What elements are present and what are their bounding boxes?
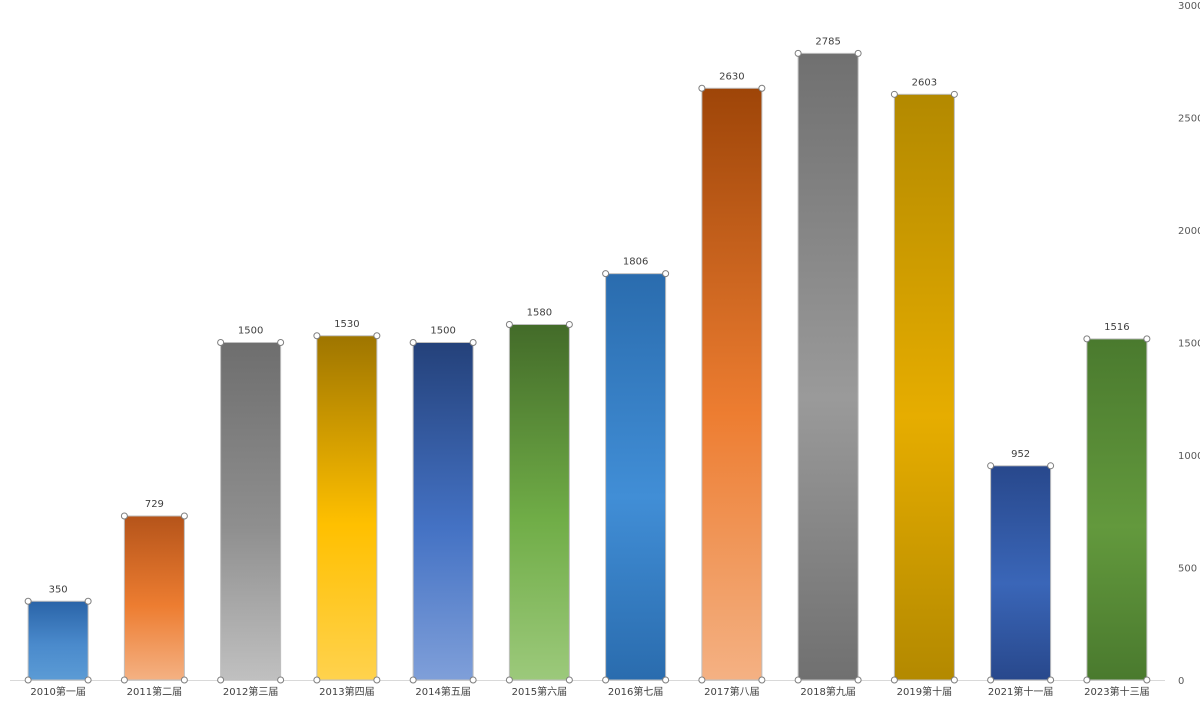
bar-0[interactable] — [27, 600, 89, 681]
bar-0-handle-3[interactable] — [84, 676, 92, 684]
bar-4-handle-2[interactable] — [409, 676, 417, 684]
category-label-9: 2019第十届 — [897, 685, 952, 698]
y-tick-label-3: 1500 — [1178, 339, 1200, 350]
bar-5-handle-2[interactable] — [505, 676, 513, 684]
bar-7-handle-0[interactable] — [698, 84, 706, 92]
bar-10-handle-2[interactable] — [987, 676, 995, 684]
bar-9-handle-3[interactable] — [950, 676, 958, 684]
bar-8[interactable] — [797, 52, 859, 681]
category-label-4: 2014第五届 — [415, 685, 470, 698]
bar-4-handle-1[interactable] — [469, 339, 477, 346]
bar-8-handle-1[interactable] — [854, 49, 862, 57]
category-label-3: 2013第四届 — [319, 685, 374, 698]
y-tick-label-2: 1000 — [1178, 451, 1200, 462]
bars-group — [27, 52, 1148, 681]
bar-10-handle-0[interactable] — [987, 462, 995, 470]
category-label-1: 2011第二届 — [127, 685, 182, 698]
bar-0-handle-1[interactable] — [84, 597, 92, 605]
bar-11-handle-1[interactable] — [1143, 335, 1151, 343]
bar-5-handle-0[interactable] — [505, 321, 513, 328]
bar-6-handle-2[interactable] — [602, 676, 610, 684]
bar-0-handle-2[interactable] — [24, 676, 32, 684]
bar-10-handle-3[interactable] — [1047, 676, 1055, 684]
bar-3-handle-3[interactable] — [373, 676, 381, 684]
bar-6-handle-1[interactable] — [662, 270, 670, 278]
y-tick-label-0: 0 — [1178, 676, 1184, 687]
bar-11[interactable] — [1086, 338, 1148, 681]
bar-4-handle-3[interactable] — [469, 676, 477, 684]
y-tick-label-1: 500 — [1178, 564, 1197, 575]
bar-4-handle-0[interactable] — [409, 339, 417, 346]
bar-4[interactable] — [412, 342, 474, 681]
category-label-10: 2021第十一届 — [988, 685, 1053, 698]
bar-8-handle-2[interactable] — [794, 676, 802, 684]
bar-8-handle-0[interactable] — [794, 49, 802, 57]
bar-3-handle-0[interactable] — [313, 332, 321, 340]
bar-5[interactable] — [508, 324, 570, 681]
bar-1-handle-1[interactable] — [180, 512, 188, 520]
bar-3-handle-2[interactable] — [313, 676, 321, 684]
bar-8-handle-3[interactable] — [854, 676, 862, 684]
bar-2-handle-1[interactable] — [277, 339, 285, 346]
data-label-4: 1500 — [430, 326, 455, 337]
bar-7-handle-3[interactable] — [758, 676, 766, 684]
bar-2-handle-2[interactable] — [217, 676, 225, 684]
y-tick-label-6: 3000 — [1178, 1, 1200, 12]
data-label-3: 1530 — [334, 319, 359, 330]
bar-5-handle-1[interactable] — [565, 321, 573, 328]
category-labels-group: 2010第一届 2011第二届 2012第三届 2013第四届 2014第五届 2015第… — [30, 685, 1149, 698]
category-label-11: 2023第十三届 — [1084, 685, 1149, 698]
bar-11-handle-3[interactable] — [1143, 676, 1151, 684]
bar-9[interactable] — [893, 93, 955, 681]
selection-handles[interactable] — [24, 49, 1151, 684]
bar-3[interactable] — [316, 335, 378, 681]
y-tick-label-5: 2500 — [1178, 114, 1200, 125]
bar-2-handle-0[interactable] — [217, 339, 225, 346]
y-tick-label-4: 2000 — [1178, 226, 1200, 237]
bar-7-handle-1[interactable] — [758, 84, 766, 92]
category-label-7: 2017第八届 — [704, 685, 759, 698]
bar-6-handle-3[interactable] — [662, 676, 670, 684]
data-label-2: 1500 — [238, 326, 263, 337]
category-label-5: 2015第六届 — [512, 685, 567, 698]
bar-1-handle-2[interactable] — [120, 676, 128, 684]
category-label-6: 2016第七届 — [608, 685, 663, 698]
bar-6[interactable] — [605, 273, 667, 681]
data-label-7: 2630 — [719, 71, 744, 82]
bar-0-handle-0[interactable] — [24, 597, 32, 605]
bar-9-handle-0[interactable] — [890, 90, 898, 98]
category-label-2: 2012第三届 — [223, 685, 278, 698]
data-label-9: 2603 — [912, 77, 937, 88]
bar-7-handle-2[interactable] — [698, 676, 706, 684]
data-label-1: 729 — [145, 499, 164, 510]
data-label-10: 952 — [1011, 449, 1030, 460]
data-label-8: 2785 — [815, 36, 840, 47]
bar-6-handle-0[interactable] — [602, 270, 610, 278]
bar-7[interactable] — [701, 87, 763, 681]
bar-9-handle-1[interactable] — [950, 90, 958, 98]
y-axis-ticks: 0 500 1000 1500 2000 2500 3000 — [1178, 1, 1200, 687]
category-label-0: 2010第一届 — [30, 685, 85, 698]
data-label-5: 1580 — [527, 308, 552, 319]
bar-1[interactable] — [123, 515, 185, 681]
bar-11-handle-0[interactable] — [1083, 335, 1091, 343]
bar-2-handle-3[interactable] — [277, 676, 285, 684]
data-labels-group: 350 729 1500 1530 1500 1580 1806 2630 2785 2603 95… — [49, 36, 1130, 595]
data-label-11: 1516 — [1104, 322, 1129, 333]
bar-10-handle-1[interactable] — [1047, 462, 1055, 470]
bar-5-handle-3[interactable] — [565, 676, 573, 684]
bar-9-handle-2[interactable] — [890, 676, 898, 684]
bar-1-handle-0[interactable] — [120, 512, 128, 520]
bar-3-handle-1[interactable] — [373, 332, 381, 340]
bar-10[interactable] — [990, 465, 1052, 681]
bar-1-handle-3[interactable] — [180, 676, 188, 684]
bar-2[interactable] — [220, 342, 282, 681]
data-label-0: 350 — [49, 584, 68, 595]
category-label-8: 2018第九届 — [800, 685, 855, 698]
bar-11-handle-2[interactable] — [1083, 676, 1091, 684]
data-label-6: 1806 — [623, 257, 648, 268]
